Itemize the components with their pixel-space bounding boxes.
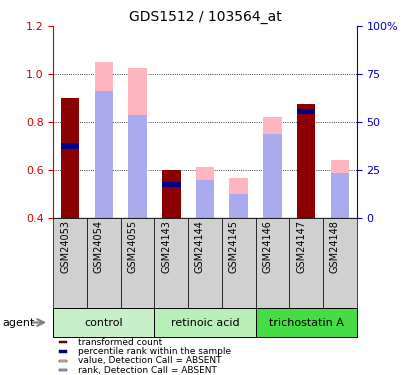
Text: GSM24144: GSM24144 — [195, 220, 204, 273]
Bar — [59, 369, 67, 371]
Bar — [128, 115, 146, 218]
FancyBboxPatch shape — [289, 217, 322, 308]
FancyBboxPatch shape — [255, 308, 356, 337]
Bar — [61, 98, 79, 218]
Bar — [94, 91, 113, 218]
FancyBboxPatch shape — [188, 217, 221, 308]
Text: control: control — [84, 318, 123, 327]
FancyBboxPatch shape — [322, 217, 356, 308]
Text: GSM24147: GSM24147 — [295, 220, 306, 273]
Bar — [330, 160, 348, 218]
FancyBboxPatch shape — [120, 217, 154, 308]
FancyBboxPatch shape — [87, 217, 120, 308]
Bar — [59, 360, 67, 362]
Bar — [195, 167, 214, 217]
FancyBboxPatch shape — [53, 217, 87, 308]
Bar — [61, 143, 79, 148]
Text: GSM24053: GSM24053 — [60, 220, 70, 273]
Text: trichostatin A: trichostatin A — [268, 318, 343, 327]
Text: GSM24143: GSM24143 — [161, 220, 171, 273]
Bar — [94, 62, 113, 217]
Bar — [263, 117, 281, 218]
Text: GSM24054: GSM24054 — [94, 220, 103, 273]
Text: agent: agent — [2, 318, 34, 327]
Bar — [195, 180, 214, 218]
Bar — [229, 194, 247, 217]
Text: GSM24148: GSM24148 — [329, 220, 339, 273]
Bar — [59, 341, 67, 344]
FancyBboxPatch shape — [154, 308, 255, 337]
Text: percentile rank within the sample: percentile rank within the sample — [77, 347, 230, 356]
Bar — [330, 173, 348, 217]
FancyBboxPatch shape — [154, 217, 188, 308]
FancyBboxPatch shape — [221, 217, 255, 308]
Bar — [128, 68, 146, 218]
Text: GSM24146: GSM24146 — [262, 220, 272, 273]
Text: retinoic acid: retinoic acid — [170, 318, 239, 327]
Text: transformed count: transformed count — [77, 338, 162, 346]
Bar — [162, 182, 180, 187]
Bar — [296, 109, 315, 114]
Text: value, Detection Call = ABSENT: value, Detection Call = ABSENT — [77, 356, 220, 365]
Bar — [162, 170, 180, 217]
Text: GSM24145: GSM24145 — [228, 220, 238, 273]
Bar — [59, 350, 67, 352]
Bar — [229, 178, 247, 218]
Bar — [296, 104, 315, 218]
FancyBboxPatch shape — [53, 308, 154, 337]
FancyBboxPatch shape — [255, 217, 289, 308]
Title: GDS1512 / 103564_at: GDS1512 / 103564_at — [128, 10, 281, 24]
Bar — [263, 134, 281, 218]
Text: GSM24055: GSM24055 — [127, 220, 137, 273]
Text: rank, Detection Call = ABSENT: rank, Detection Call = ABSENT — [77, 366, 216, 375]
